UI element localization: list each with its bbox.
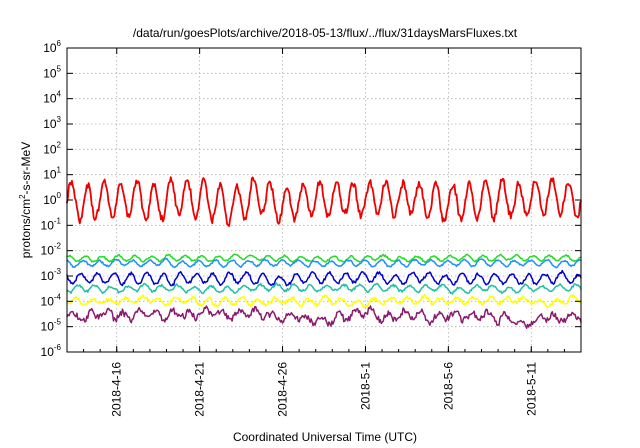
x-tick-label: 2018-4-26 — [276, 362, 290, 417]
series-line — [66, 293, 582, 309]
x-axis: 2018-4-16 2018-4-21 2018-4-26 2018-5-1 2018-… — [66, 48, 582, 417]
y-tick-label: 10-6 — [41, 343, 62, 359]
y-tick-label: 106 — [43, 39, 61, 55]
series-line — [66, 305, 582, 329]
x-tick-label: 2018-5-11 — [524, 362, 538, 416]
y-tick-label: 101 — [43, 166, 61, 182]
y-tick-label: 103 — [43, 115, 61, 131]
x-axis-label: Coordinated Universal Time (UTC) — [233, 430, 417, 444]
x-tick-label: 2018-5-1 — [358, 362, 372, 410]
y-tick-label: 105 — [43, 64, 61, 80]
series-line — [66, 253, 582, 263]
series-line — [66, 257, 582, 269]
y-tick-label: 10-2 — [41, 242, 62, 258]
chart-title: /data/run/goesPlots/archive/2018-05-13/f… — [133, 26, 518, 40]
y-axis-label: protons/cm2-s-sr-MeV — [18, 142, 33, 258]
y-tick-label: 10-3 — [41, 267, 62, 283]
series-line — [66, 282, 582, 295]
y-tick-label: 104 — [43, 90, 61, 106]
series-line — [66, 176, 582, 227]
series-layer — [66, 176, 582, 329]
x-tick-label: 2018-4-16 — [110, 362, 124, 417]
y-tick-label: 102 — [43, 140, 61, 156]
x-tick-label: 2018-4-21 — [193, 362, 207, 417]
y-tick-label: 10-4 — [41, 292, 62, 308]
y-tick-label: 10-1 — [41, 216, 62, 232]
y-tick-label: 100 — [43, 191, 61, 207]
series-line — [66, 269, 582, 287]
x-tick-label: 2018-5-6 — [441, 362, 455, 410]
y-tick-label: 10-5 — [41, 318, 62, 334]
y-axis: 10-6 10-5 10-4 10-3 10-2 10-1 100 101 102 103 104 1… — [41, 39, 581, 359]
